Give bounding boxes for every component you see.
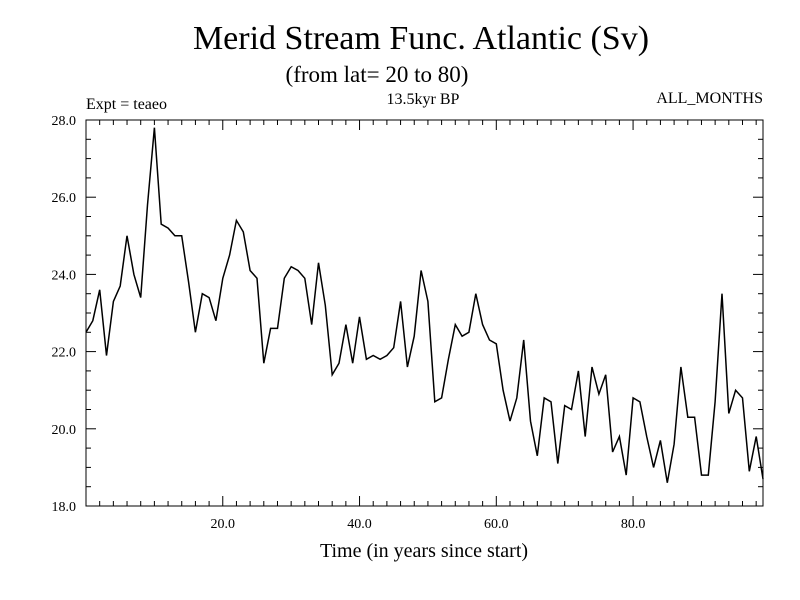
period-label: 13.5kyr BP: [387, 91, 460, 108]
experiment-label: Expt = teaeo: [86, 96, 167, 113]
y-tick-label: 18.0: [52, 500, 77, 515]
y-tick-label: 22.0: [52, 346, 77, 361]
y-tick-label: 24.0: [52, 268, 77, 283]
x-tick-label: 60.0: [484, 517, 509, 532]
y-tick-label: 20.0: [52, 423, 77, 438]
series-line: [85, 127, 764, 483]
y-tick-label: 28.0: [52, 114, 77, 129]
x-tick-label: 40.0: [347, 517, 372, 532]
axis-ticks: [86, 120, 763, 506]
y-tick-labels: 18.0 20.0 22.0 24.0 26.0 28.0: [52, 114, 77, 515]
x-axis-label: Time (in years since start): [320, 540, 528, 562]
y-tick-label: 26.0: [52, 191, 77, 206]
chart-subtitle: (from lat= 20 to 80): [286, 62, 469, 87]
x-tick-labels: 20.0 40.0 60.0 80.0: [211, 517, 646, 532]
chart-title: Merid Stream Func. Atlantic (Sv): [193, 20, 649, 57]
x-tick-label: 20.0: [211, 517, 236, 532]
months-label: ALL_MONTHS: [656, 90, 763, 107]
x-tick-label: 80.0: [621, 517, 646, 532]
